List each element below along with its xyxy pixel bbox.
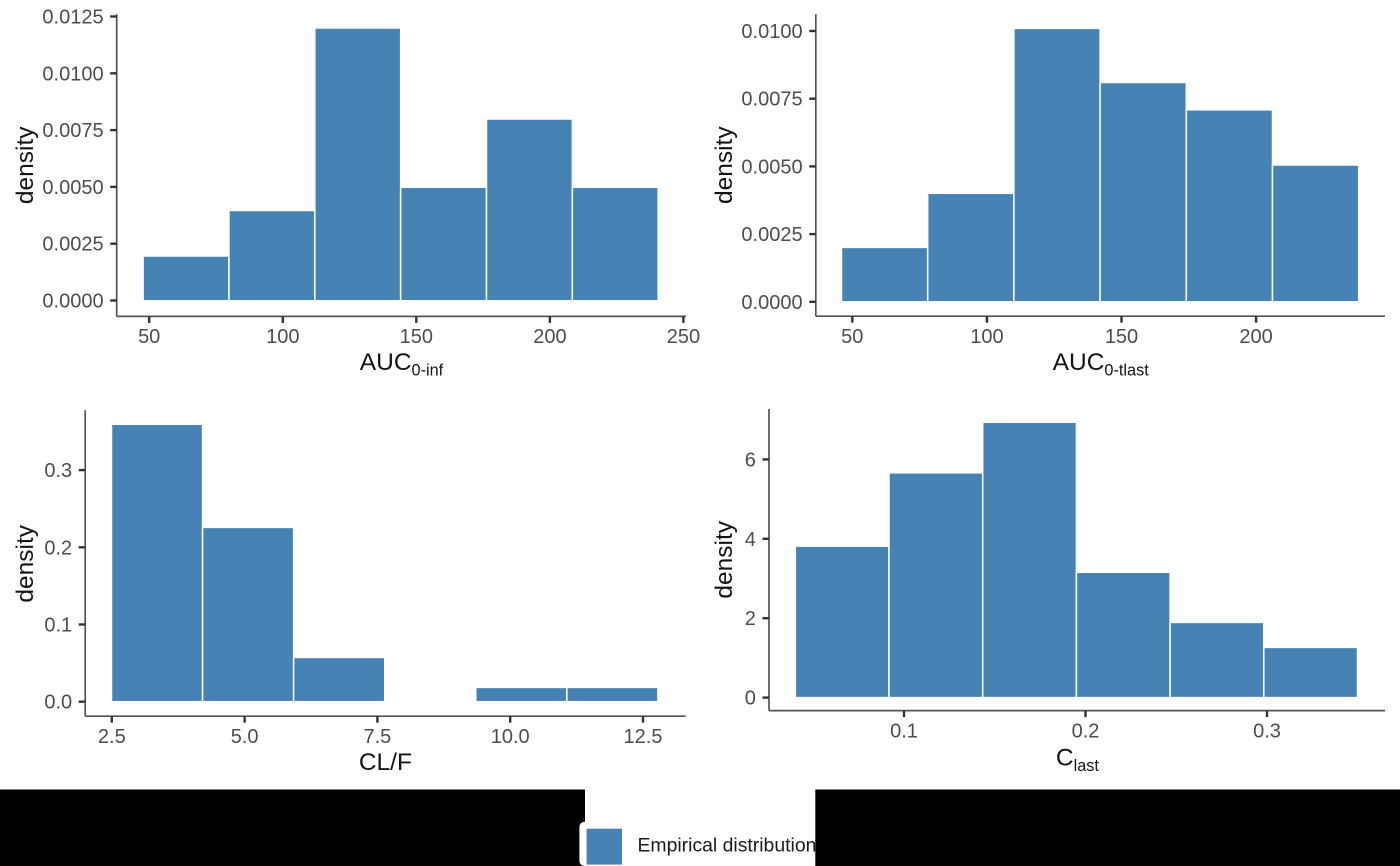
svg-text:0.0050: 0.0050 bbox=[42, 177, 103, 199]
svg-text:density: density bbox=[12, 524, 39, 602]
svg-text:250: 250 bbox=[667, 326, 700, 348]
svg-text:150: 150 bbox=[400, 326, 433, 348]
svg-text:0.0100: 0.0100 bbox=[42, 63, 103, 85]
svg-text:0.0050: 0.0050 bbox=[741, 156, 802, 178]
svg-text:0.0025: 0.0025 bbox=[42, 234, 103, 256]
svg-text:100: 100 bbox=[266, 326, 299, 348]
svg-text:0.1: 0.1 bbox=[890, 720, 918, 742]
svg-text:0.0000: 0.0000 bbox=[741, 292, 802, 314]
svg-text:0.3: 0.3 bbox=[44, 460, 72, 482]
svg-text:0.0000: 0.0000 bbox=[42, 291, 103, 313]
svg-text:density: density bbox=[711, 520, 738, 598]
svg-text:0.0100: 0.0100 bbox=[741, 21, 802, 43]
svg-text:7.5: 7.5 bbox=[363, 726, 391, 748]
svg-text:4: 4 bbox=[745, 529, 756, 551]
svg-text:density: density bbox=[12, 126, 39, 204]
svg-text:6: 6 bbox=[745, 449, 756, 471]
svg-text:0.1: 0.1 bbox=[44, 615, 72, 637]
svg-text:50: 50 bbox=[841, 326, 863, 348]
svg-text:0.2: 0.2 bbox=[1072, 720, 1100, 742]
svg-text:200: 200 bbox=[533, 326, 566, 348]
svg-text:0.0125: 0.0125 bbox=[42, 7, 103, 29]
svg-text:0.0: 0.0 bbox=[44, 692, 72, 714]
svg-text:150: 150 bbox=[1105, 326, 1138, 348]
svg-text:0.0075: 0.0075 bbox=[741, 89, 802, 111]
svg-text:AUC0-tlast: AUC0-tlast bbox=[1053, 349, 1150, 380]
svg-text:0: 0 bbox=[745, 688, 756, 710]
svg-text:10.0: 10.0 bbox=[491, 726, 530, 748]
svg-text:Empirical distribution: Empirical distribution bbox=[638, 835, 817, 857]
svg-text:0.3: 0.3 bbox=[1253, 720, 1281, 742]
svg-text:50: 50 bbox=[138, 326, 160, 348]
svg-text:AUC0-inf: AUC0-inf bbox=[360, 349, 444, 380]
svg-text:density: density bbox=[711, 126, 738, 204]
svg-text:200: 200 bbox=[1239, 326, 1272, 348]
svg-text:0.2: 0.2 bbox=[44, 537, 72, 559]
svg-text:CL/F: CL/F bbox=[359, 749, 412, 776]
svg-text:5.0: 5.0 bbox=[231, 726, 259, 748]
svg-text:2: 2 bbox=[745, 608, 756, 630]
svg-text:2.5: 2.5 bbox=[98, 726, 126, 748]
svg-text:12.5: 12.5 bbox=[624, 726, 663, 748]
svg-text:Clast: Clast bbox=[1056, 744, 1100, 775]
svg-text:0.0025: 0.0025 bbox=[741, 224, 802, 246]
svg-text:100: 100 bbox=[970, 326, 1003, 348]
svg-text:0.0075: 0.0075 bbox=[42, 120, 103, 142]
